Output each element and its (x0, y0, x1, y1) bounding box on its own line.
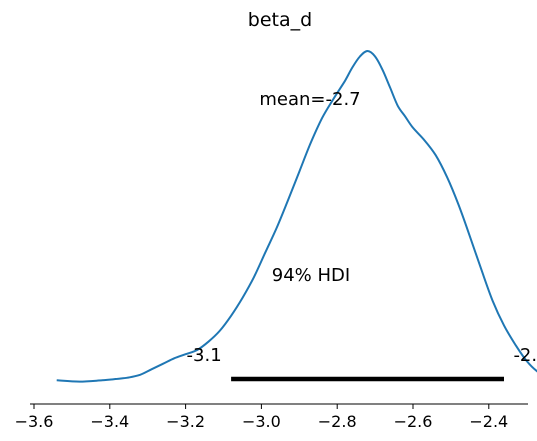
x-tick-label: −2.6 (394, 412, 433, 431)
x-tick-label: −3.0 (242, 412, 281, 431)
x-axis: −3.6−3.4−3.2−3.0−2.8−2.6−2.4−2.2 (15, 403, 528, 431)
x-tick-label: −3.4 (90, 412, 129, 431)
x-tick-label: −2.4 (469, 412, 508, 431)
hdi-upper-label: -2.4 (513, 345, 537, 366)
x-tick-label: −3.2 (166, 412, 205, 431)
x-tick-label: −3.6 (15, 412, 54, 431)
density-curve (56, 49, 537, 383)
mean-label: mean=-2.7 (259, 89, 360, 110)
hdi-label: 94% HDI (272, 265, 350, 286)
chart-title: beta_d (248, 9, 312, 31)
x-tick-label: −2.8 (318, 412, 357, 431)
hdi-lower-label: -3.1 (187, 345, 222, 366)
density-curve-layer (56, 49, 537, 383)
